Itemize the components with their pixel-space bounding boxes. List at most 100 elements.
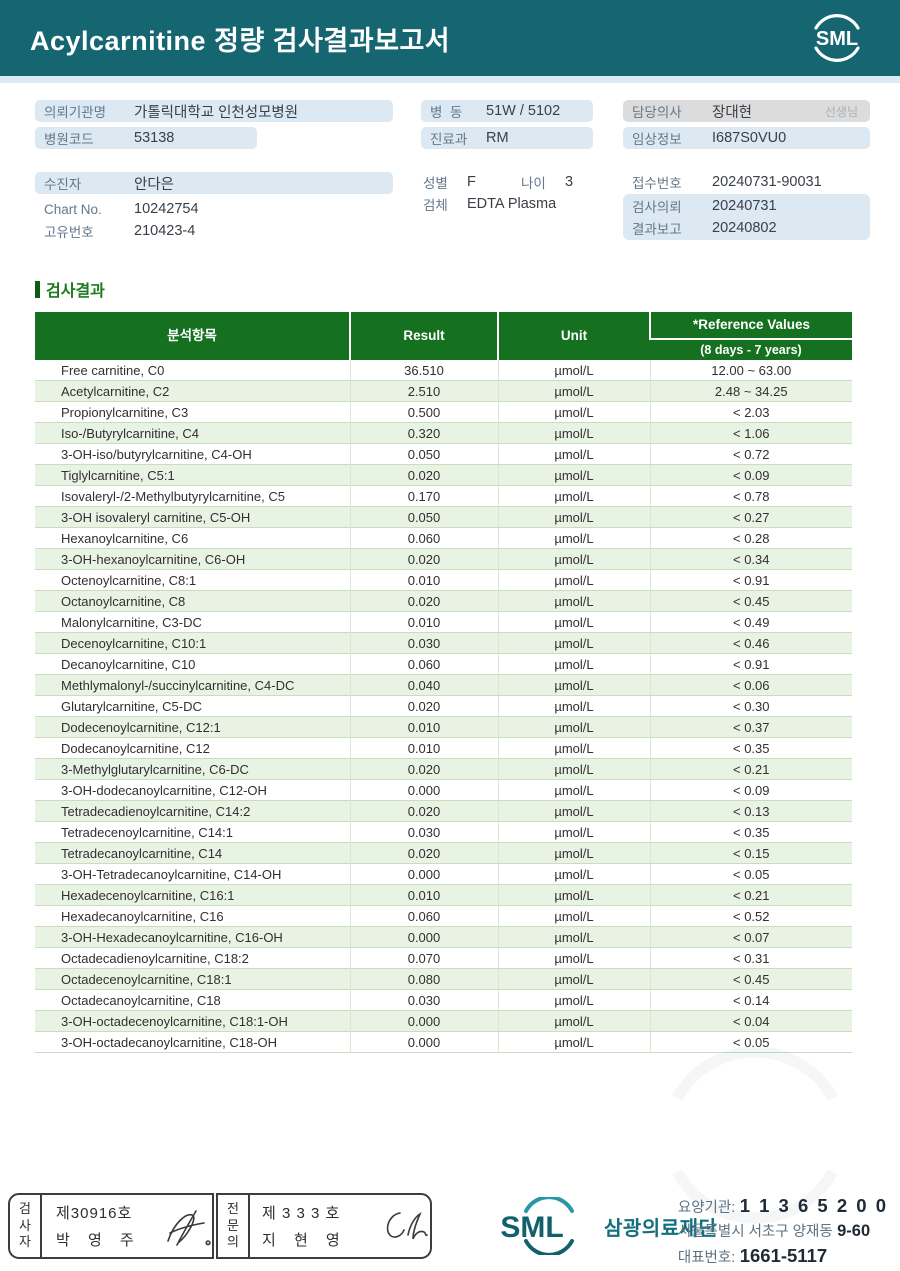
reference-value: < 0.78 [649, 485, 852, 507]
examiner-name: 박 영 주 [56, 1232, 141, 1249]
result-value: 0.020 [349, 842, 498, 864]
table-row: Tetradecadienoylcarnitine, C14:2 0.020 µ… [35, 800, 852, 822]
clinical-info-row: 임상정보 I687S0VU0 [623, 127, 870, 149]
analyte-name: Decenoylcarnitine, C10:1 [61, 635, 207, 651]
unit-value: µmol/L [497, 863, 650, 885]
reference-value: < 0.37 [649, 716, 852, 738]
requesting-org-label: 의뢰기관명 [44, 105, 107, 120]
result-value: 0.000 [349, 1031, 498, 1053]
table-row: Glutarylcarnitine, C5-DC 0.020 µmol/L < … [35, 695, 852, 717]
reference-value: < 0.07 [649, 926, 852, 948]
result-value: 0.030 [349, 632, 498, 654]
clinical-info-value: I687S0VU0 [712, 130, 787, 146]
table-row: Hexanoylcarnitine, C6 0.060 µmol/L < 0.2… [35, 527, 852, 549]
table-row: Free carnitine, C0 36.510 µmol/L 12.00 ~… [35, 360, 852, 381]
phone-label: 대표번호: [677, 1250, 736, 1267]
footer-org-name: 삼광의료재단 [604, 1217, 718, 1240]
info-right-column: 담당의사 장대현 선생님 임상정보 I687S0VU0 접수번호 2024073… [623, 100, 870, 243]
unique-no-label: 고유번호 [44, 225, 94, 240]
reference-value: < 0.91 [649, 653, 852, 675]
results-table-header: 분석항목 Result Unit *Reference Values (8 da… [35, 312, 852, 360]
result-value: 0.010 [349, 611, 498, 633]
analyte-name: Glutarylcarnitine, C5-DC [61, 698, 202, 714]
reference-value: < 0.06 [649, 674, 852, 696]
result-value: 0.010 [349, 716, 498, 738]
reference-value: < 2.03 [649, 401, 852, 423]
unit-value: µmol/L [497, 569, 650, 591]
unit-value: µmol/L [497, 905, 650, 927]
care-institution-label: 요양기관: [677, 1200, 736, 1216]
analyte-name: Hexanoylcarnitine, C6 [61, 530, 189, 546]
result-value: 0.010 [349, 569, 498, 591]
clinical-info-label: 임상정보 [632, 132, 682, 147]
specialist-stamp: 전문의 제 3 3 3 호 지 현 영 [216, 1193, 432, 1259]
result-value: 0.020 [349, 695, 498, 717]
results-title-text: 검사결과 [46, 283, 105, 300]
unit-value: µmol/L [497, 611, 650, 633]
requesting-org-value: 가톨릭대학교 인천성모병원 [134, 104, 299, 121]
table-row: Decenoylcarnitine, C10:1 0.030 µmol/L < … [35, 632, 852, 654]
unit-value: µmol/L [497, 947, 650, 969]
unit-value: µmol/L [497, 506, 650, 528]
analyte-name: Decanoylcarnitine, C10 [61, 656, 196, 672]
result-value: 0.020 [349, 590, 498, 612]
request-date-label: 검사의뢰 [632, 200, 682, 215]
analyte-name: Tetradecadienoylcarnitine, C14:2 [61, 803, 251, 819]
unit-value: µmol/L [497, 653, 650, 675]
examiner-license-no: 제30916호 [56, 1205, 133, 1222]
dates-block: 검사의뢰 20240731 결과보고 20240802 [623, 194, 870, 240]
unit-value: µmol/L [497, 527, 650, 549]
reference-value: < 0.14 [649, 989, 852, 1011]
receipt-no-label: 접수번호 [632, 176, 682, 191]
footer-logo: SML 삼광의료재단 [488, 1197, 717, 1255]
analyte-name: Propionylcarnitine, C3 [61, 404, 189, 420]
info-left-column: 의뢰기관명 가톨릭대학교 인천성모병원 병원코드 53138 수진자 안다은 C… [35, 100, 393, 243]
specimen-label: 검체 [423, 198, 448, 213]
header-divider-strip [0, 76, 900, 83]
info-middle-column: 병 동 51W / 5102 진료과 RM 성별 F 나이 3 검체 EDTA … [421, 100, 593, 243]
result-value: 0.080 [349, 968, 498, 990]
report-header: Acylcarnitine 정량 검사결과보고서 SML [0, 0, 900, 76]
unique-no-row: 고유번호 210423-4 [35, 221, 393, 241]
unit-value: µmol/L [497, 360, 650, 381]
col-header-reference: *Reference Values [649, 312, 852, 340]
analyte-name: 3-OH-octadecanoylcarnitine, C18-OH [61, 1034, 278, 1050]
result-value: 0.050 [349, 506, 498, 528]
analyte-name: Octenoylcarnitine, C8:1 [61, 572, 197, 588]
result-value: 0.030 [349, 821, 498, 843]
unit-value: µmol/L [497, 821, 650, 843]
department-label: 진료과 [430, 132, 468, 147]
specialist-license-no: 제 3 3 3 호 [262, 1205, 341, 1222]
result-value: 0.050 [349, 443, 498, 465]
requesting-org-row: 의뢰기관명 가톨릭대학교 인천성모병원 [35, 100, 393, 122]
care-institution-line: 요양기관: 1 1 3 6 5 2 0 0 [678, 1193, 888, 1220]
specialist-stamp-content: 제 3 3 3 호 지 현 영 [250, 1195, 430, 1257]
doctor-row: 담당의사 장대현 선생님 [623, 100, 870, 122]
result-value: 0.040 [349, 674, 498, 696]
table-row: Octenoylcarnitine, C8:1 0.010 µmol/L < 0… [35, 569, 852, 591]
result-value: 0.010 [349, 737, 498, 759]
table-row: 3-OH-octadecenoylcarnitine, C18:1-OH 0.0… [35, 1010, 852, 1032]
table-row: Octadecenoylcarnitine, C18:1 0.080 µmol/… [35, 968, 852, 990]
result-value: 0.020 [349, 548, 498, 570]
unit-value: µmol/L [497, 716, 650, 738]
table-row: 3-OH-Tetradecanoylcarnitine, C14-OH 0.00… [35, 863, 852, 885]
table-row: Hexadecanoylcarnitine, C16 0.060 µmol/L … [35, 905, 852, 927]
reference-value: < 0.21 [649, 884, 852, 906]
reference-value: < 0.72 [649, 443, 852, 465]
analyte-name: 3-OH-iso/butyrylcarnitine, C4-OH [61, 446, 252, 462]
report-footer: 검사자 제30916호 박 영 주 전문의 제 3 3 3 호 지 현 영 [0, 1187, 900, 1267]
svg-text:SML: SML [816, 28, 858, 50]
unit-value: µmol/L [497, 632, 650, 654]
result-value: 0.010 [349, 884, 498, 906]
specimen-value: EDTA Plasma [467, 196, 557, 212]
reference-value: < 0.04 [649, 1010, 852, 1032]
unit-value: µmol/L [497, 674, 650, 696]
analyte-name: Octadecadienoylcarnitine, C18:2 [61, 950, 249, 966]
age-label: 나이 [521, 176, 546, 191]
unit-value: µmol/L [497, 1010, 650, 1032]
analyte-name: 3-OH isovaleryl carnitine, C5-OH [61, 509, 251, 525]
report-date-label: 결과보고 [632, 222, 682, 237]
analyte-name: 3-OH-Tetradecanoylcarnitine, C14-OH [61, 866, 282, 882]
table-row: Propionylcarnitine, C3 0.500 µmol/L < 2.… [35, 401, 852, 423]
